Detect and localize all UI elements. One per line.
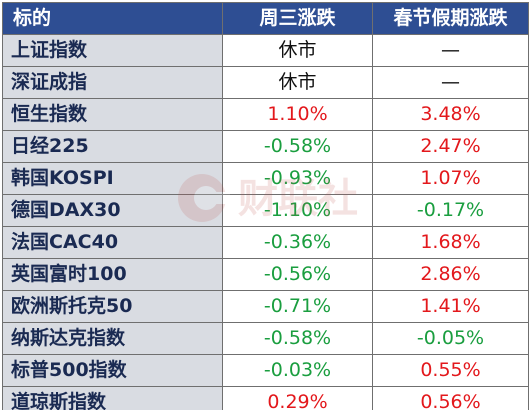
table-row: 道琼斯指数 0.29% 0.56%	[2, 386, 529, 410]
row-holiday-cell: 1.68%	[372, 226, 529, 259]
row-holiday-cell: 1.07%	[372, 162, 529, 195]
row-wednesday-cell: 0.29%	[222, 386, 373, 410]
row-name-cell: 上证指数	[2, 34, 223, 67]
table-row: 标普500指数 -0.03% 0.55%	[2, 354, 529, 387]
table-row: 上证指数 休市 —	[2, 34, 529, 67]
row-name-cell: 德国DAX30	[2, 194, 223, 227]
table-header-row: 标的 周三涨跌 春节假期涨跌	[2, 2, 529, 35]
row-name-cell: 法国CAC40	[2, 226, 223, 259]
table-row: 德国DAX30 -1.10% -0.17%	[2, 194, 529, 227]
row-holiday-cell: 2.47%	[372, 130, 529, 163]
row-name-cell: 恒生指数	[2, 98, 223, 131]
row-wednesday-cell: -0.56%	[222, 258, 373, 291]
row-wednesday-cell: -0.36%	[222, 226, 373, 259]
row-holiday-cell: —	[372, 34, 529, 67]
row-holiday-cell: 0.56%	[372, 386, 529, 410]
row-holiday-cell: —	[372, 66, 529, 99]
row-holiday-cell: 2.86%	[372, 258, 529, 291]
row-holiday-cell: -0.05%	[372, 322, 529, 355]
row-holiday-cell: 1.41%	[372, 290, 529, 323]
row-holiday-cell: 0.55%	[372, 354, 529, 387]
header-cell-holiday-change: 春节假期涨跌	[372, 2, 529, 35]
row-wednesday-cell: -0.93%	[222, 162, 373, 195]
row-name-cell: 道琼斯指数	[2, 386, 223, 410]
table-row: 韩国KOSPI -0.93% 1.07%	[2, 162, 529, 195]
row-wednesday-cell: -0.58%	[222, 322, 373, 355]
table-row: 纳斯达克指数 -0.58% -0.05%	[2, 322, 529, 355]
row-holiday-cell: -0.17%	[372, 194, 529, 227]
table-row: 深证成指 休市 —	[2, 66, 529, 99]
row-wednesday-cell: 休市	[222, 66, 373, 99]
row-name-cell: 深证成指	[2, 66, 223, 99]
row-wednesday-cell: -0.58%	[222, 130, 373, 163]
table-row: 日经225 -0.58% 2.47%	[2, 130, 529, 163]
row-wednesday-cell: 1.10%	[222, 98, 373, 131]
table-row: 欧洲斯托克50 -0.71% 1.41%	[2, 290, 529, 323]
row-name-cell: 日经225	[2, 130, 223, 163]
table-row: 恒生指数 1.10% 3.48%	[2, 98, 529, 131]
row-name-cell: 韩国KOSPI	[2, 162, 223, 195]
row-holiday-cell: 3.48%	[372, 98, 529, 131]
header-cell-target: 标的	[2, 2, 223, 35]
row-name-cell: 纳斯达克指数	[2, 322, 223, 355]
row-wednesday-cell: -1.10%	[222, 194, 373, 227]
table-row: 英国富时100 -0.56% 2.86%	[2, 258, 529, 291]
row-wednesday-cell: 休市	[222, 34, 373, 67]
row-name-cell: 标普500指数	[2, 354, 223, 387]
row-wednesday-cell: -0.71%	[222, 290, 373, 323]
table-row: 法国CAC40 -0.36% 1.68%	[2, 226, 529, 259]
row-name-cell: 英国富时100	[2, 258, 223, 291]
row-wednesday-cell: -0.03%	[222, 354, 373, 387]
row-name-cell: 欧洲斯托克50	[2, 290, 223, 323]
header-cell-wednesday-change: 周三涨跌	[222, 2, 373, 35]
